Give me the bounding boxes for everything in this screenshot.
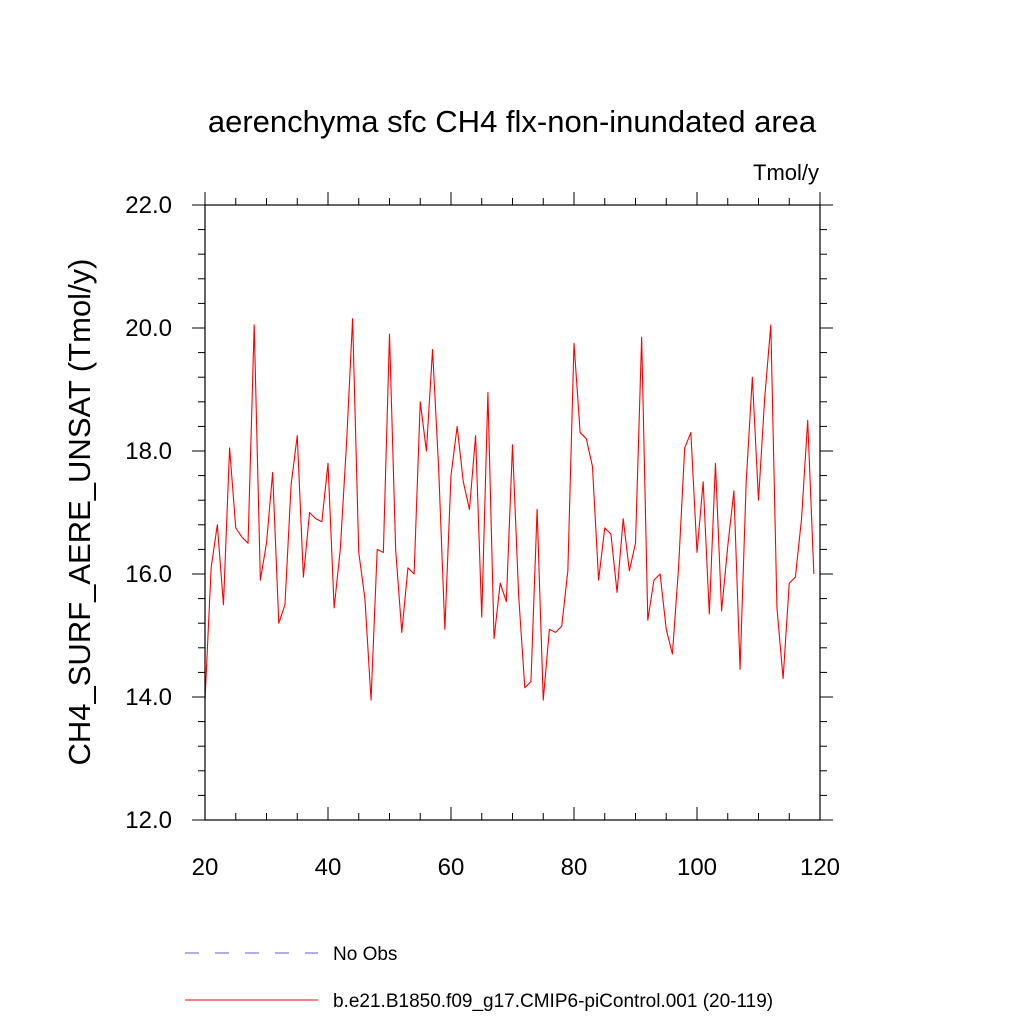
legend-label-0: No Obs: [333, 944, 397, 965]
legend: No Obs b.e21.B1850.f09_g17.CMIP6-piContro…: [185, 944, 773, 1012]
series-line-1: [204, 318, 815, 701]
axis-ticks: [192, 192, 833, 821]
x-tick-label: 60: [438, 854, 465, 881]
y-tick-label: 14.0: [125, 684, 172, 711]
x-tick-label: 40: [315, 854, 342, 881]
units-label: Tmol/y: [753, 160, 819, 185]
y-tick-label: 20.0: [125, 315, 172, 342]
chart-title: aerenchyma sfc CH4 flx-non-inundated are…: [208, 104, 817, 139]
y-tick-label: 18.0: [125, 438, 172, 465]
plot-frame: [204, 204, 821, 821]
x-tick-label: 100: [677, 854, 717, 881]
y-axis-label: CH4_SURF_AERE_UNSAT (Tmol/y): [62, 258, 97, 765]
plot-lines: [204, 318, 815, 701]
y-tick-label: 22.0: [125, 192, 172, 219]
legend-label-1: b.e21.B1850.f09_g17.CMIP6-piControl.001 …: [333, 991, 773, 1012]
x-tick-label: 20: [192, 854, 219, 881]
tick-labels: 20 40 60 80 100 120 12.0 14.0 16.0 18.0 20.0 22.0: [125, 192, 840, 881]
x-tick-label: 80: [561, 854, 588, 881]
y-tick-label: 16.0: [125, 561, 172, 588]
y-tick-label: 12.0: [125, 807, 172, 834]
x-tick-label: 120: [800, 854, 840, 881]
